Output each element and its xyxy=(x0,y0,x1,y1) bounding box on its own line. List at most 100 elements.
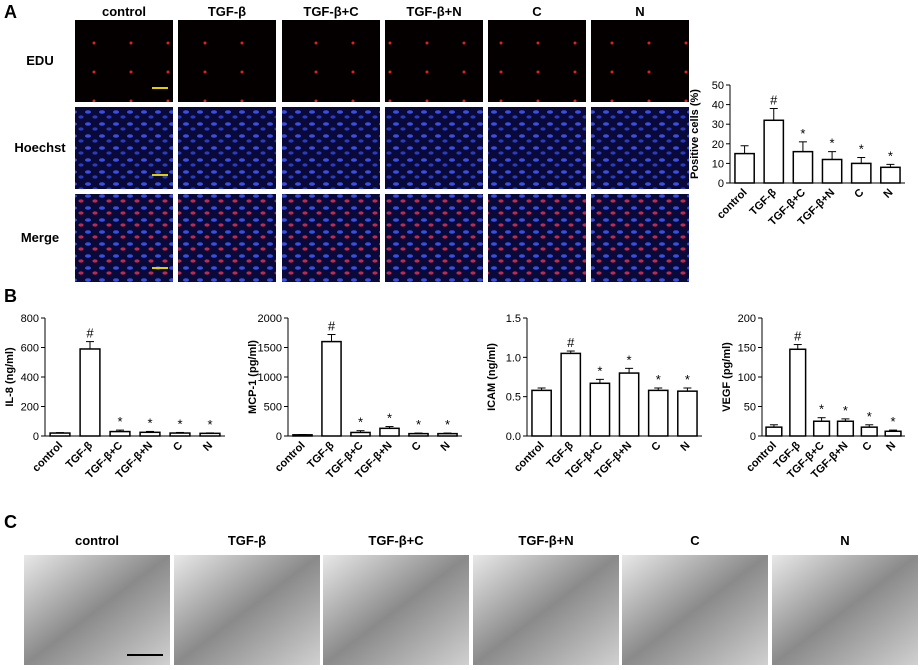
bar xyxy=(618,372,640,437)
x-tick-label: control xyxy=(30,440,65,475)
significance-mark: * xyxy=(177,416,182,431)
micrograph xyxy=(75,20,173,102)
y-tick-label: 600 xyxy=(21,343,39,355)
micrograph xyxy=(488,20,586,102)
bar xyxy=(437,432,458,437)
bar xyxy=(379,427,400,437)
x-tick-label: control xyxy=(512,440,547,475)
em-image xyxy=(772,555,918,665)
significance-mark: * xyxy=(117,414,122,429)
significance-mark: # xyxy=(567,335,575,350)
significance-mark: # xyxy=(770,93,778,108)
column-header: TGF-β+N xyxy=(406,4,461,19)
row-label: Merge xyxy=(21,230,59,245)
bar xyxy=(792,150,814,184)
y-axis-label: Positive cells (%) xyxy=(689,89,701,179)
column-header: TGF-β+C xyxy=(303,4,359,19)
bar xyxy=(589,382,611,437)
bar xyxy=(884,430,902,437)
significance-mark: * xyxy=(888,148,893,163)
bar xyxy=(812,420,831,437)
em-image xyxy=(323,555,469,665)
column-header: control xyxy=(75,533,119,548)
bar-chart: ICAM (ng/ml)0.00.51.01.5control#TGF-β*TG… xyxy=(486,313,702,481)
bar xyxy=(79,348,101,437)
y-tick-label: 0.0 xyxy=(506,431,521,443)
y-tick-label: 150 xyxy=(738,343,756,355)
microscopy-grid: control TGF-β TGF-β+C TGF-β+N C N EDU Hoechst Me… xyxy=(14,4,689,282)
bar xyxy=(560,352,582,437)
bar xyxy=(109,430,131,437)
em-image xyxy=(174,555,320,665)
bar xyxy=(789,348,807,437)
bar xyxy=(677,390,698,437)
bar xyxy=(765,426,783,437)
significance-mark: * xyxy=(445,417,450,432)
y-tick-label: 2000 xyxy=(258,313,282,325)
x-tick-label: C xyxy=(649,440,663,454)
micrograph xyxy=(591,20,689,102)
bar xyxy=(821,158,843,184)
significance-mark: * xyxy=(597,363,602,378)
micrograph xyxy=(385,107,483,189)
bar xyxy=(321,340,342,437)
x-tick-label: control xyxy=(715,187,750,222)
y-tick-label: 1500 xyxy=(258,343,282,355)
y-tick-label: 800 xyxy=(21,313,39,325)
significance-mark: * xyxy=(416,417,421,432)
column-header: N xyxy=(840,533,849,548)
micrograph xyxy=(178,194,276,282)
micrograph xyxy=(178,107,276,189)
significance-mark: * xyxy=(147,415,152,430)
y-tick-label: 20 xyxy=(712,139,724,151)
bar xyxy=(880,166,901,184)
significance-mark: * xyxy=(800,126,805,141)
bar xyxy=(531,389,552,437)
significance-mark: * xyxy=(843,403,848,418)
micrograph xyxy=(75,107,173,189)
micrograph xyxy=(282,194,380,282)
column-header: control xyxy=(102,4,146,19)
x-tick-label: N xyxy=(439,440,453,454)
y-tick-label: 400 xyxy=(21,372,39,384)
y-tick-label: 500 xyxy=(264,402,282,414)
em-grid: control TGF-β TGF-β+C TGF-β+N C N xyxy=(24,533,918,665)
micrograph xyxy=(591,107,689,189)
y-tick-label: 0 xyxy=(33,431,39,443)
em-image xyxy=(473,555,619,665)
x-tick-label: C xyxy=(852,187,866,201)
y-tick-label: 10 xyxy=(712,158,724,170)
y-tick-label: 200 xyxy=(21,402,39,414)
column-header: C xyxy=(532,4,542,19)
x-tick-label: C xyxy=(860,440,874,454)
column-header: TGF-β+C xyxy=(368,533,424,548)
y-tick-label: 50 xyxy=(712,80,724,92)
bar xyxy=(763,119,785,184)
bar-chart: Positive cells (%)01020304050control#TGF… xyxy=(689,80,905,228)
significance-mark: * xyxy=(627,352,632,367)
row-label: EDU xyxy=(26,53,53,68)
bar xyxy=(647,389,669,437)
column-header: TGF-β+N xyxy=(518,533,573,548)
bar xyxy=(169,432,191,437)
x-tick-label: N xyxy=(881,187,895,201)
row-label: Hoechst xyxy=(14,140,66,155)
y-axis-label: MCP-1 (pg/ml) xyxy=(247,340,259,414)
bar xyxy=(139,431,161,437)
y-tick-label: 1.0 xyxy=(506,352,521,364)
x-tick-label: N xyxy=(884,440,898,454)
panel-label: A xyxy=(4,2,17,22)
significance-mark: * xyxy=(656,372,661,387)
x-tick-label: control xyxy=(744,440,779,475)
bar xyxy=(350,431,371,437)
y-axis-label: VEGF (pg/ml) xyxy=(721,342,733,412)
significance-mark: * xyxy=(207,417,212,432)
bar xyxy=(860,426,878,437)
micrograph xyxy=(591,194,689,282)
micrograph xyxy=(282,20,380,102)
em-image xyxy=(24,555,170,665)
column-header: TGF-β xyxy=(228,533,266,548)
bar-chart: IL-8 (ng/ml)0200400600800control#TGF-β*T… xyxy=(4,313,225,481)
bar xyxy=(49,432,71,437)
y-tick-label: 0.5 xyxy=(506,392,521,404)
